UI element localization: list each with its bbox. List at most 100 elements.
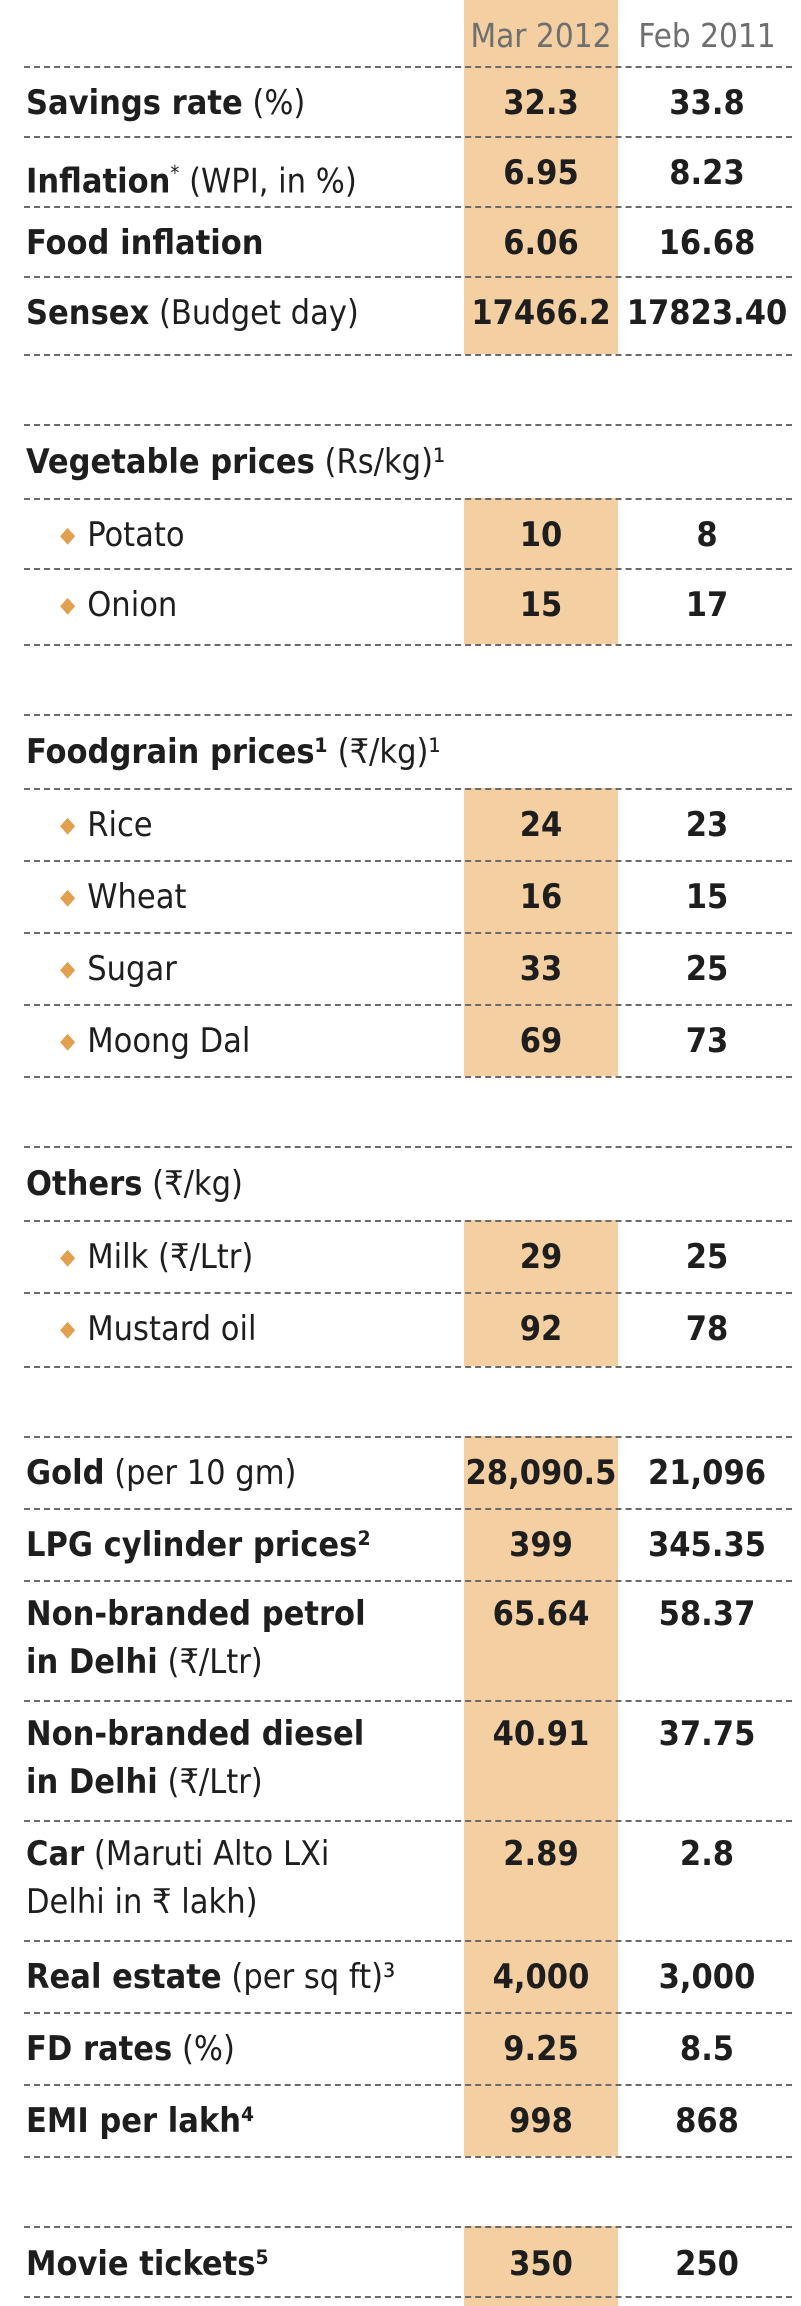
value-mar-2012: 92 bbox=[519, 1309, 563, 1349]
bullet-icon: ◆ bbox=[60, 593, 76, 618]
table-row: LPG cylinder prices² 399 345.35 bbox=[24, 1508, 792, 1582]
table-row: ◆ Rice 24 23 bbox=[24, 788, 792, 862]
row-label: ◆ Wheat bbox=[60, 877, 187, 917]
value-feb-2011: 73 bbox=[685, 1021, 729, 1061]
row-label: Real estate (per sq ft)³ bbox=[26, 1957, 396, 1997]
bullet-icon: ◆ bbox=[60, 1317, 76, 1342]
column-header-mar-2012: Mar 2012 bbox=[470, 16, 612, 55]
bullet-icon: ◆ bbox=[60, 885, 76, 910]
value-mar-2012: 9.25 bbox=[503, 2029, 579, 2069]
bullet-icon: ◆ bbox=[60, 1029, 76, 1054]
value-mar-2012: 399 bbox=[509, 1525, 573, 1565]
value-mar-2012: 40.91 bbox=[492, 1714, 590, 1754]
value-mar-2012: 29 bbox=[519, 1237, 563, 1277]
value-mar-2012: 28,090.5 bbox=[465, 1453, 617, 1493]
table-row: Sensex (Budget day) 17466.2 17823.40 bbox=[24, 276, 792, 356]
value-feb-2011: 250 bbox=[675, 2244, 739, 2284]
value-mar-2012: 10 bbox=[519, 515, 563, 555]
bullet-icon: ◆ bbox=[60, 1245, 76, 1270]
table-row: Gold (per 10 gm) 28,090.5 21,096 bbox=[24, 1436, 792, 1510]
value-mar-2012: 998 bbox=[509, 2101, 573, 2141]
row-label: ◆ Mustard oil bbox=[60, 1309, 257, 1349]
value-feb-2011: 15 bbox=[685, 877, 729, 917]
table-row: ◆ Potato 10 8 bbox=[24, 498, 792, 570]
value-feb-2011: 58.37 bbox=[658, 1594, 756, 1634]
value-feb-2011: 17823.40 bbox=[626, 293, 788, 333]
value-feb-2011: 23 bbox=[685, 805, 729, 845]
table-row: Real estate (per sq ft)³ 4,000 3,000 bbox=[24, 1940, 792, 2014]
value-feb-2011: 8.23 bbox=[669, 153, 745, 193]
table-row: Movie tickets⁵ 350 250 bbox=[24, 2226, 792, 2298]
row-label: ◆ Potato bbox=[60, 515, 185, 555]
row-label-line-2: in Delhi (₹/Ltr) bbox=[26, 1762, 263, 1802]
value-mar-2012: 6.95 bbox=[503, 153, 579, 193]
value-feb-2011: 37.75 bbox=[658, 1714, 756, 1754]
value-mar-2012: 2.89 bbox=[503, 1834, 579, 1874]
value-mar-2012: 24 bbox=[519, 805, 563, 845]
row-label-line-2: in Delhi (₹/Ltr) bbox=[26, 1642, 263, 1682]
section-heading: Foodgrain prices¹ (₹/kg)¹ bbox=[24, 714, 792, 790]
section-heading-label: Others (₹/kg) bbox=[26, 1164, 243, 1204]
row-label: ◆ Onion bbox=[60, 585, 178, 625]
table-row: Non-branded petrol in Delhi (₹/Ltr) 65.6… bbox=[24, 1580, 792, 1702]
table-row: ◆ Moong Dal 69 73 bbox=[24, 1004, 792, 1078]
value-feb-2011: 3,000 bbox=[658, 1957, 756, 1997]
row-label: EMI per lakh⁴ bbox=[26, 2101, 255, 2141]
divider bbox=[24, 1366, 792, 1368]
bullet-icon: ◆ bbox=[60, 523, 76, 548]
table-row: ◆ Milk (₹/Ltr) 29 25 bbox=[24, 1220, 792, 1294]
table-row: Car (Maruti Alto LXi Delhi in ₹ lakh) 2.… bbox=[24, 1820, 792, 1942]
mar-2012-band-5 bbox=[464, 1436, 618, 2156]
row-label-line-2: Delhi in ₹ lakh) bbox=[26, 1882, 258, 1922]
value-feb-2011: 16.68 bbox=[658, 223, 756, 263]
section-heading: Vegetable prices (Rs/kg)¹ bbox=[24, 424, 792, 500]
mar-2012-band-2 bbox=[464, 498, 618, 644]
value-feb-2011: 345.35 bbox=[647, 1525, 767, 1565]
row-label: Gold (per 10 gm) bbox=[26, 1453, 297, 1493]
row-label: Non-branded petrol bbox=[26, 1594, 366, 1634]
section-heading-label: Vegetable prices (Rs/kg)¹ bbox=[26, 442, 446, 482]
value-mar-2012: 65.64 bbox=[492, 1594, 590, 1634]
table-row: Inflation* (WPI, in %) 6.95 8.23 bbox=[24, 136, 792, 208]
divider bbox=[24, 2296, 792, 2298]
row-label: Sensex (Budget day) bbox=[26, 293, 359, 333]
column-header-feb-2011: Feb 2011 bbox=[638, 16, 776, 55]
value-feb-2011: 25 bbox=[685, 1237, 729, 1277]
value-mar-2012: 350 bbox=[509, 2244, 573, 2284]
table-row: ◆ Wheat 16 15 bbox=[24, 860, 792, 934]
mar-2012-band-6 bbox=[464, 2226, 618, 2306]
section-heading: Others (₹/kg) bbox=[24, 1146, 792, 1222]
value-mar-2012: 33 bbox=[519, 949, 563, 989]
row-label: Car (Maruti Alto LXi bbox=[26, 1834, 330, 1874]
row-label: Non-branded diesel bbox=[26, 1714, 365, 1754]
bullet-icon: ◆ bbox=[60, 813, 76, 838]
mar-2012-band-1 bbox=[464, 0, 618, 354]
value-mar-2012: 6.06 bbox=[503, 223, 579, 263]
row-label: LPG cylinder prices² bbox=[26, 1525, 371, 1565]
row-label: Movie tickets⁵ bbox=[26, 2244, 269, 2284]
row-label: FD rates (%) bbox=[26, 2029, 235, 2069]
value-feb-2011: 33.8 bbox=[669, 83, 745, 123]
value-mar-2012: 16 bbox=[519, 877, 563, 917]
row-label: ◆ Rice bbox=[60, 805, 153, 845]
value-feb-2011: 868 bbox=[675, 2101, 739, 2141]
value-mar-2012: 15 bbox=[519, 585, 563, 625]
divider bbox=[24, 2156, 792, 2158]
row-label: Food inflation bbox=[26, 223, 264, 263]
value-feb-2011: 17 bbox=[685, 585, 729, 625]
table-row: EMI per lakh⁴ 998 868 bbox=[24, 2084, 792, 2158]
row-label: ◆ Moong Dal bbox=[60, 1021, 251, 1061]
value-feb-2011: 2.8 bbox=[679, 1834, 735, 1874]
section-heading-label: Foodgrain prices¹ (₹/kg)¹ bbox=[26, 732, 441, 772]
row-label: Inflation* (WPI, in %) bbox=[26, 161, 357, 202]
value-feb-2011: 8 bbox=[696, 515, 718, 555]
value-feb-2011: 8.5 bbox=[679, 2029, 735, 2069]
divider bbox=[24, 1076, 792, 1078]
table-row: Non-branded diesel in Delhi (₹/Ltr) 40.9… bbox=[24, 1700, 792, 1822]
bullet-icon: ◆ bbox=[60, 957, 76, 982]
table-row: ◆ Onion 15 17 bbox=[24, 568, 792, 646]
value-feb-2011: 21,096 bbox=[647, 1453, 767, 1493]
value-feb-2011: 25 bbox=[685, 949, 729, 989]
table-row: Savings rate (%) 32.3 33.8 bbox=[24, 66, 792, 138]
row-label: Savings rate (%) bbox=[26, 83, 306, 123]
